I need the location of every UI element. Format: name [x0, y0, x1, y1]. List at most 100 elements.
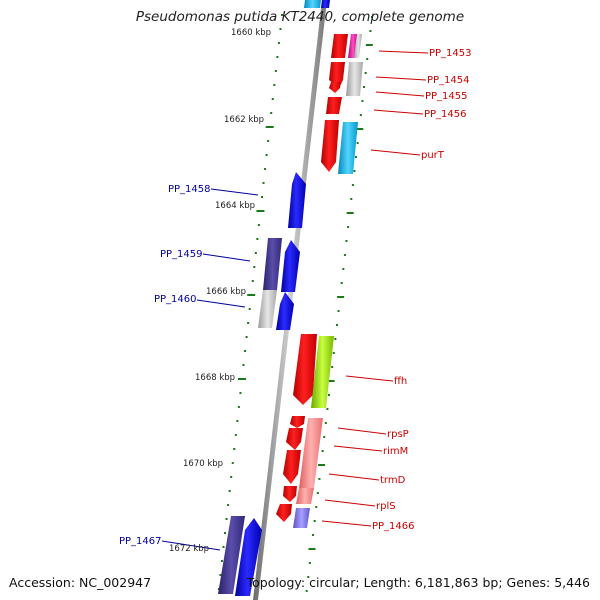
scale-tick: [274, 70, 277, 72]
gene-rplS-feature: [296, 488, 314, 504]
scale-tick: [234, 434, 237, 436]
ring-tick: [355, 156, 358, 158]
ring-tick-major: [346, 212, 354, 214]
gene-pp1458: [288, 172, 306, 228]
ring-tick: [363, 86, 366, 88]
label-ffh: ffh: [394, 376, 407, 387]
right-label-lines: [321, 50, 429, 527]
scale-labels: 1660 kbp 1662 kbp 1664 kbp 1666 kbp 1668…: [169, 28, 271, 554]
scale-tick: [251, 280, 254, 282]
label-pp1458: PP_1458: [168, 184, 211, 195]
scale-label-1662: 1662 kbp: [224, 115, 264, 125]
label-rpsP: rpsP: [387, 429, 409, 440]
map-title: Pseudomonas putida KT2440, complete geno…: [135, 9, 465, 25]
left-scale-ring: [217, 14, 283, 590]
scale-tick: [254, 252, 257, 254]
ring-tick-major: [337, 296, 345, 298]
scale-tick: [248, 308, 251, 310]
scale-tick-major: [247, 294, 256, 296]
label-pp1466: PP_1466: [372, 521, 415, 532]
scale-tick: [279, 28, 282, 30]
ring-tick: [337, 310, 340, 312]
gene-pp1467-arrow: [235, 518, 262, 596]
ring-tick: [307, 576, 310, 578]
label-rplS: rplS: [376, 501, 396, 512]
ring-tick: [332, 352, 335, 354]
ring-tick-major: [308, 548, 316, 550]
label-trmD: trmD: [380, 475, 406, 486]
ring-tick: [323, 436, 326, 438]
ring-tick: [308, 562, 311, 564]
gene-rpsP: [290, 416, 305, 428]
scale-tick: [224, 532, 227, 534]
scale-tick-major: [256, 210, 265, 212]
ring-tick: [342, 268, 345, 270]
ring-tick: [343, 254, 346, 256]
scale-label-1664: 1664 kbp: [215, 201, 255, 211]
ring-tick: [351, 184, 354, 186]
scale-label-1668: 1668 kbp: [195, 373, 235, 383]
ring-tick: [324, 422, 327, 424]
gene-pp1459-arrow: [281, 240, 300, 292]
scale-tick-major: [237, 378, 246, 380]
label-pp1467: PP_1467: [119, 536, 162, 547]
scale-tick: [253, 266, 256, 268]
gene-ffh: [293, 334, 317, 405]
scale-tick: [219, 574, 222, 576]
label-pp1456: PP_1456: [424, 109, 467, 120]
gene-rplS: [283, 486, 297, 502]
scale-tick: [230, 476, 233, 478]
scale-tick: [222, 546, 225, 548]
label-purT: purT: [421, 150, 445, 161]
scale-tick: [277, 42, 280, 44]
ring-tick: [321, 450, 324, 452]
label-pp1460: PP_1460: [154, 294, 197, 305]
gene-purT: [321, 120, 339, 172]
scale-tick: [220, 560, 223, 562]
gene-pp1466: [276, 504, 292, 522]
ring-tick: [316, 492, 319, 494]
gene-ffh-feature: [311, 336, 334, 408]
left-gene-labels: PP_1458 PP_1459 PP_1460 PP_1467: [119, 184, 211, 547]
scale-tick: [260, 196, 263, 198]
scale-tick: [231, 462, 234, 464]
genome-summary-text: Topology: circular; Length: 6,181,863 bp…: [246, 575, 590, 590]
scale-tick: [233, 448, 236, 450]
scale-tick: [236, 420, 239, 422]
scale-tick: [265, 154, 268, 156]
ring-tick: [312, 534, 315, 536]
ring-tick: [366, 58, 369, 60]
right-gene-labels: PP_1453 PP_1454 PP_1455 PP_1456 purT ffh…: [372, 48, 472, 532]
gene-pp1454: [329, 62, 345, 88]
scale-tick: [256, 238, 259, 240]
ring-tick: [327, 394, 330, 396]
ring-tick: [340, 282, 343, 284]
gene-pp1456: [326, 97, 342, 114]
scale-tick: [239, 392, 242, 394]
scale-label-1660: 1660 kbp: [231, 28, 271, 38]
gene-pp1453-feature: [354, 34, 362, 58]
scale-tick: [242, 364, 245, 366]
ring-tick: [334, 338, 337, 340]
label-rimM: rimM: [383, 446, 408, 457]
scale-tick: [262, 182, 265, 184]
ring-tick: [313, 520, 316, 522]
scale-tick: [276, 56, 279, 58]
ring-tick: [347, 226, 350, 228]
scale-label-1670: 1670 kbp: [183, 459, 223, 469]
ring-tick: [305, 590, 308, 592]
ring-tick-major: [318, 464, 326, 466]
scale-tick: [237, 406, 240, 408]
accession-text: Accession: NC_002947: [9, 575, 152, 590]
left-label-lines: [161, 188, 259, 551]
ring-tick: [361, 100, 364, 102]
gene-cds: [321, 0, 330, 8]
ring-tick: [326, 408, 329, 410]
gene-pp1453: [331, 34, 348, 58]
gene-purT-feature: [338, 122, 358, 174]
scale-tick: [281, 14, 283, 16]
gene-pp1459: [263, 238, 282, 290]
ring-tick: [353, 170, 356, 172]
ring-tick-major: [356, 128, 364, 130]
scale-tick: [245, 336, 248, 338]
